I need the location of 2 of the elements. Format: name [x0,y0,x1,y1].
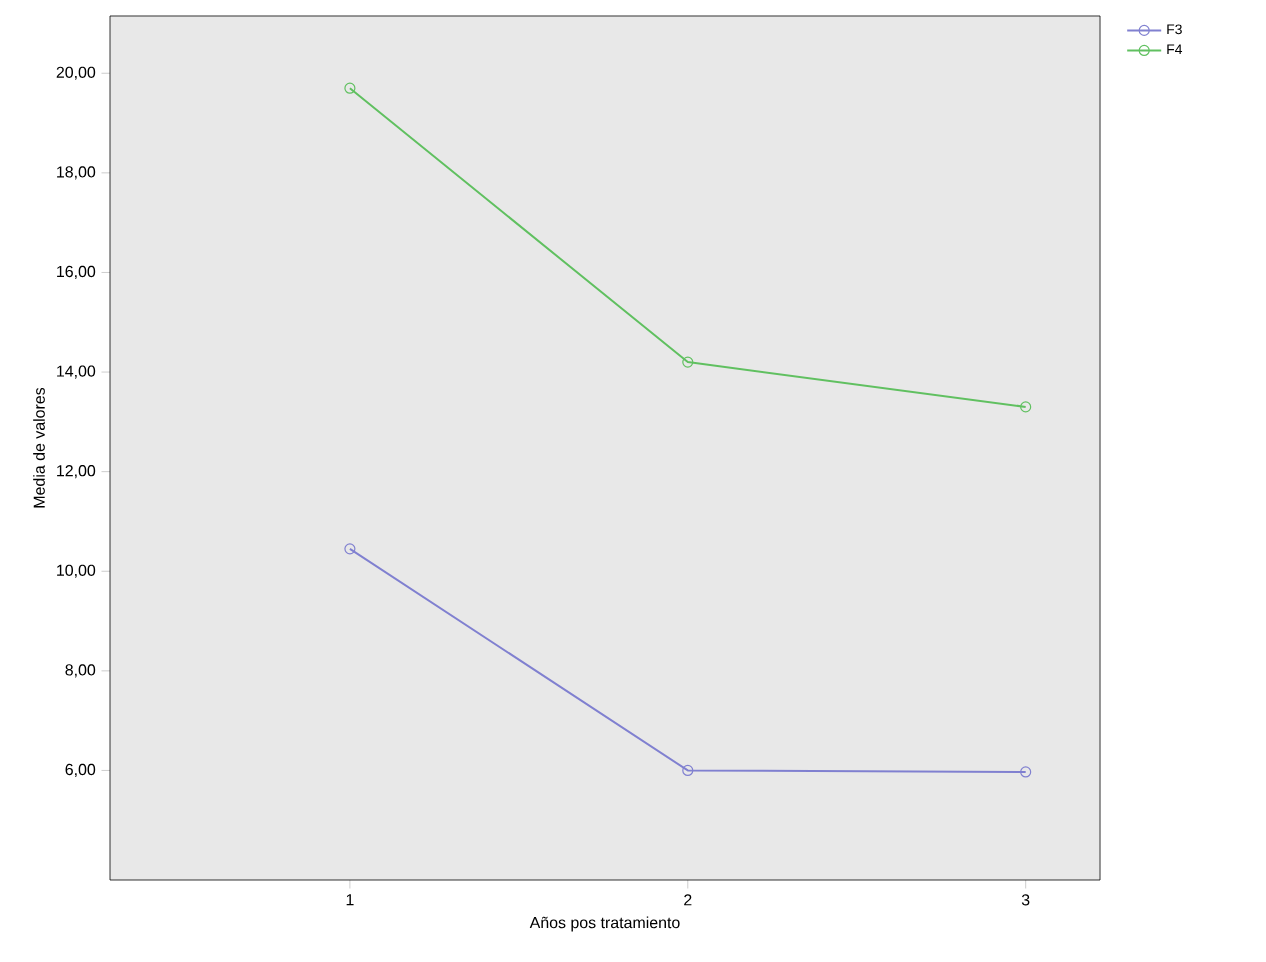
point [682,356,694,368]
point [682,764,694,777]
